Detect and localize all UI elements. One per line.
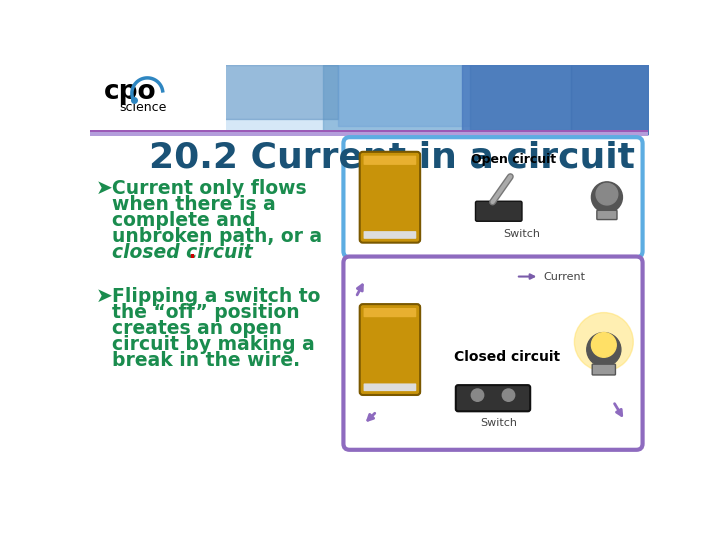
Text: Switch: Switch xyxy=(480,418,517,428)
Text: Flipping a switch to: Flipping a switch to xyxy=(112,287,320,306)
Text: the “off” position: the “off” position xyxy=(112,303,300,322)
Text: complete and: complete and xyxy=(112,211,256,230)
Text: when there is a: when there is a xyxy=(112,195,276,214)
FancyBboxPatch shape xyxy=(364,383,416,391)
FancyBboxPatch shape xyxy=(364,308,416,317)
Text: closed circuit: closed circuit xyxy=(112,244,253,262)
Text: Switch: Switch xyxy=(503,229,540,239)
Circle shape xyxy=(472,389,484,401)
FancyBboxPatch shape xyxy=(456,385,530,411)
Text: Current: Current xyxy=(543,272,585,281)
FancyBboxPatch shape xyxy=(343,256,642,450)
FancyBboxPatch shape xyxy=(90,130,648,132)
FancyBboxPatch shape xyxy=(90,132,648,137)
Text: cpo: cpo xyxy=(104,79,157,105)
FancyBboxPatch shape xyxy=(90,65,225,134)
Text: ➤: ➤ xyxy=(96,287,113,306)
Circle shape xyxy=(587,333,621,367)
Text: Open circuit: Open circuit xyxy=(470,153,556,166)
Text: science: science xyxy=(119,100,166,113)
FancyBboxPatch shape xyxy=(360,304,420,395)
Circle shape xyxy=(596,184,618,205)
Text: ➤: ➤ xyxy=(96,179,113,198)
Circle shape xyxy=(591,333,616,357)
FancyBboxPatch shape xyxy=(364,156,416,165)
FancyBboxPatch shape xyxy=(593,364,616,375)
Text: unbroken path, or a: unbroken path, or a xyxy=(112,227,322,246)
Text: Closed circuit: Closed circuit xyxy=(454,349,560,363)
Circle shape xyxy=(591,182,622,213)
FancyBboxPatch shape xyxy=(597,211,617,220)
Text: creates an open: creates an open xyxy=(112,319,282,338)
Circle shape xyxy=(575,313,634,371)
Text: break in the wire.: break in the wire. xyxy=(112,351,300,370)
Text: Current only flows: Current only flows xyxy=(112,179,306,198)
Circle shape xyxy=(503,389,515,401)
FancyBboxPatch shape xyxy=(364,231,416,239)
FancyBboxPatch shape xyxy=(343,137,642,257)
FancyBboxPatch shape xyxy=(475,201,522,221)
Text: circuit by making a: circuit by making a xyxy=(112,335,315,354)
Text: .: . xyxy=(189,244,195,262)
FancyBboxPatch shape xyxy=(360,152,420,242)
Text: 20.2 Current in a circuit: 20.2 Current in a circuit xyxy=(149,140,635,174)
